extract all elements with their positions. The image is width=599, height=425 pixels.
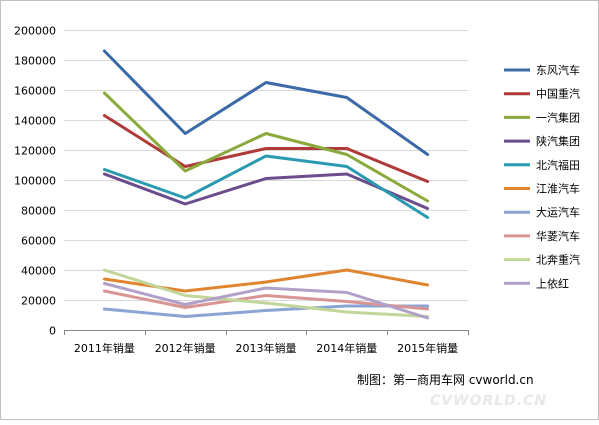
series-line-2 (102, 91, 430, 203)
legend-label: 东风汽车 (536, 63, 580, 77)
series-line-8 (102, 268, 430, 318)
credit-text: 制图：第一商用车网 cvworld.cn (357, 372, 534, 387)
legend-label: 北奔重汽 (536, 253, 580, 267)
y-tick-label: 160000 (14, 85, 56, 98)
legend-label: 北汽福田 (536, 158, 580, 172)
series-line-4 (102, 154, 430, 219)
x-axis: 2011年销量 2012年销量 2013年销量 2014年销量 2015年销量 (64, 330, 469, 355)
series-line-7 (102, 289, 430, 311)
legend-label: 中国重汽 (536, 87, 580, 101)
y-axis: 0 20000 40000 60000 80000 100000 120000 140000 1… (14, 25, 56, 338)
y-tick-label: 180000 (14, 55, 56, 68)
y-tick-label: 20000 (21, 295, 56, 308)
x-tick-label: 2014年销量 (316, 341, 377, 355)
legend-label: 华菱汽车 (536, 229, 580, 243)
y-tick-label: 80000 (21, 205, 56, 218)
y-tick-label: 100000 (14, 175, 56, 188)
x-tick-label: 2013年销量 (236, 341, 297, 355)
x-tick-label: 2012年销量 (155, 341, 216, 355)
series-line-9 (102, 282, 430, 320)
x-tick-label: 2011年销量 (74, 341, 135, 355)
y-tick-label: 140000 (14, 115, 56, 128)
x-tick-label: 2015年销量 (397, 341, 458, 355)
watermark: CVWORLD.CN (430, 393, 547, 409)
series-line-6 (102, 304, 430, 318)
y-tick-label: 120000 (14, 145, 56, 158)
series-line-1 (102, 114, 430, 183)
y-tick-label: 0 (49, 325, 56, 338)
y-tick-label: 40000 (21, 265, 56, 278)
series-line-3 (102, 172, 430, 210)
legend-label: 陕汽集团 (536, 134, 580, 148)
legend-label: 江淮汽车 (536, 182, 580, 196)
y-tick-label: 200000 (14, 25, 56, 38)
legend-label: 上依红 (536, 277, 569, 290)
series-lines (102, 49, 430, 320)
legend-label: 一汽集团 (536, 110, 580, 124)
legend-label: 大运汽车 (536, 205, 580, 219)
series-line-0 (102, 49, 430, 156)
y-tick-label: 60000 (21, 235, 56, 248)
